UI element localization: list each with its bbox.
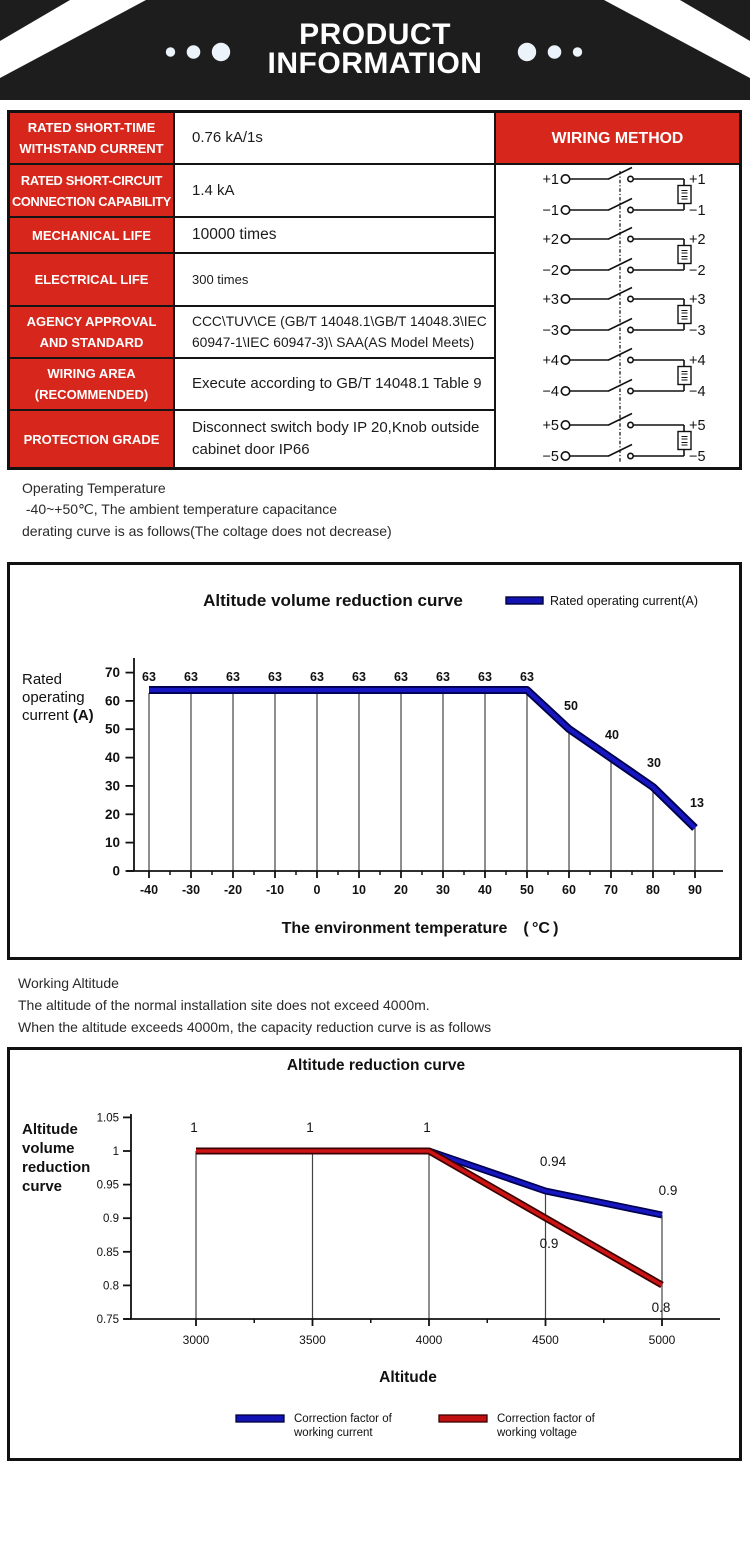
- svg-text:40: 40: [605, 728, 619, 742]
- svg-text:0: 0: [112, 864, 120, 879]
- svg-text:60: 60: [105, 693, 120, 708]
- svg-text:63: 63: [436, 670, 450, 684]
- svg-text:1.05: 1.05: [97, 1112, 119, 1124]
- svg-text:+5: +5: [542, 418, 559, 434]
- svg-text:−2: −2: [542, 263, 559, 279]
- svg-text:4000: 4000: [416, 1333, 443, 1347]
- svg-text:80: 80: [646, 883, 660, 897]
- svg-text:1: 1: [190, 1120, 198, 1135]
- svg-text:+2: +2: [689, 232, 706, 248]
- svg-text:40: 40: [105, 750, 120, 765]
- svg-text:operating: operating: [22, 689, 85, 706]
- svg-text:-20: -20: [224, 883, 242, 897]
- svg-text:Altitude reduction curve: Altitude reduction curve: [287, 1057, 466, 1074]
- svg-text:+4: +4: [689, 353, 706, 369]
- svg-text:−5: −5: [542, 449, 559, 465]
- svg-text:0.9: 0.9: [103, 1213, 119, 1225]
- svg-text:+1: +1: [542, 172, 559, 188]
- svg-text:−5: −5: [689, 449, 706, 465]
- svg-text:−4: −4: [542, 384, 559, 400]
- svg-text:−2: −2: [689, 263, 706, 279]
- svg-text:70: 70: [604, 883, 618, 897]
- svg-text:-40: -40: [140, 883, 158, 897]
- svg-text:current (A): current (A): [22, 707, 94, 724]
- svg-text:10: 10: [105, 835, 120, 850]
- svg-text:+5: +5: [689, 418, 706, 434]
- svg-text:volume: volume: [22, 1140, 75, 1157]
- svg-text:0.75: 0.75: [97, 1314, 119, 1326]
- svg-text:working voltage: working voltage: [496, 1427, 577, 1439]
- svg-text:40: 40: [478, 883, 492, 897]
- svg-text:Altitude: Altitude: [379, 1369, 437, 1386]
- svg-text:30: 30: [105, 778, 120, 793]
- svg-text:+1: +1: [689, 172, 706, 188]
- svg-text:63: 63: [184, 670, 198, 684]
- svg-text:−3: −3: [689, 323, 706, 339]
- svg-text:−3: −3: [542, 323, 559, 339]
- svg-text:Correction factor of: Correction factor of: [497, 1413, 596, 1425]
- svg-text:63: 63: [226, 670, 240, 684]
- svg-text:0.94: 0.94: [540, 1154, 567, 1169]
- svg-text:The environment temperature (: The environment temperature ( °C ): [282, 920, 559, 937]
- svg-text:13: 13: [690, 796, 704, 810]
- svg-text:63: 63: [142, 670, 156, 684]
- svg-text:-30: -30: [182, 883, 200, 897]
- svg-text:1: 1: [306, 1120, 314, 1135]
- svg-text:1: 1: [423, 1120, 431, 1135]
- svg-text:+4: +4: [542, 353, 559, 369]
- svg-text:3000: 3000: [183, 1333, 210, 1347]
- svg-text:0.9: 0.9: [659, 1183, 678, 1198]
- svg-text:60: 60: [562, 883, 576, 897]
- svg-text:63: 63: [310, 670, 324, 684]
- svg-text:curve: curve: [22, 1178, 62, 1195]
- svg-text:−4: −4: [689, 384, 706, 400]
- svg-text:50: 50: [105, 722, 120, 737]
- svg-text:63: 63: [268, 670, 282, 684]
- svg-text:-10: -10: [266, 883, 284, 897]
- svg-text:+3: +3: [542, 292, 559, 308]
- svg-text:70: 70: [105, 665, 120, 680]
- svg-text:working current: working current: [293, 1427, 373, 1439]
- svg-text:+2: +2: [542, 232, 559, 248]
- svg-text:−1: −1: [542, 203, 559, 219]
- svg-text:0.8: 0.8: [103, 1280, 119, 1292]
- svg-text:Altitude volume reduction curv: Altitude volume reduction curve: [203, 591, 463, 610]
- svg-text:20: 20: [394, 883, 408, 897]
- svg-text:0.9: 0.9: [540, 1236, 559, 1251]
- svg-text:63: 63: [394, 670, 408, 684]
- svg-text:5000: 5000: [649, 1333, 676, 1347]
- svg-text:3500: 3500: [299, 1333, 326, 1347]
- svg-text:reduction: reduction: [22, 1159, 90, 1176]
- svg-text:63: 63: [478, 670, 492, 684]
- svg-text:4500: 4500: [532, 1333, 559, 1347]
- svg-text:0.95: 0.95: [97, 1180, 119, 1192]
- svg-text:Rated operating current(A): Rated operating current(A): [550, 594, 698, 608]
- svg-text:Altitude: Altitude: [22, 1121, 78, 1138]
- svg-text:50: 50: [520, 883, 534, 897]
- svg-text:Rated: Rated: [22, 671, 62, 688]
- svg-text:20: 20: [105, 807, 120, 822]
- svg-text:Correction factor of: Correction factor of: [294, 1413, 393, 1425]
- svg-text:0: 0: [314, 883, 321, 897]
- svg-text:1: 1: [113, 1146, 119, 1158]
- svg-text:0.85: 0.85: [97, 1247, 119, 1259]
- svg-text:+3: +3: [689, 292, 706, 308]
- svg-text:0.8: 0.8: [652, 1300, 671, 1315]
- svg-text:10: 10: [352, 883, 366, 897]
- svg-text:63: 63: [352, 670, 366, 684]
- svg-text:50: 50: [564, 699, 578, 713]
- svg-text:−1: −1: [689, 203, 706, 219]
- svg-text:30: 30: [436, 883, 450, 897]
- svg-text:63: 63: [520, 670, 534, 684]
- svg-text:90: 90: [688, 883, 702, 897]
- svg-text:30: 30: [647, 756, 661, 770]
